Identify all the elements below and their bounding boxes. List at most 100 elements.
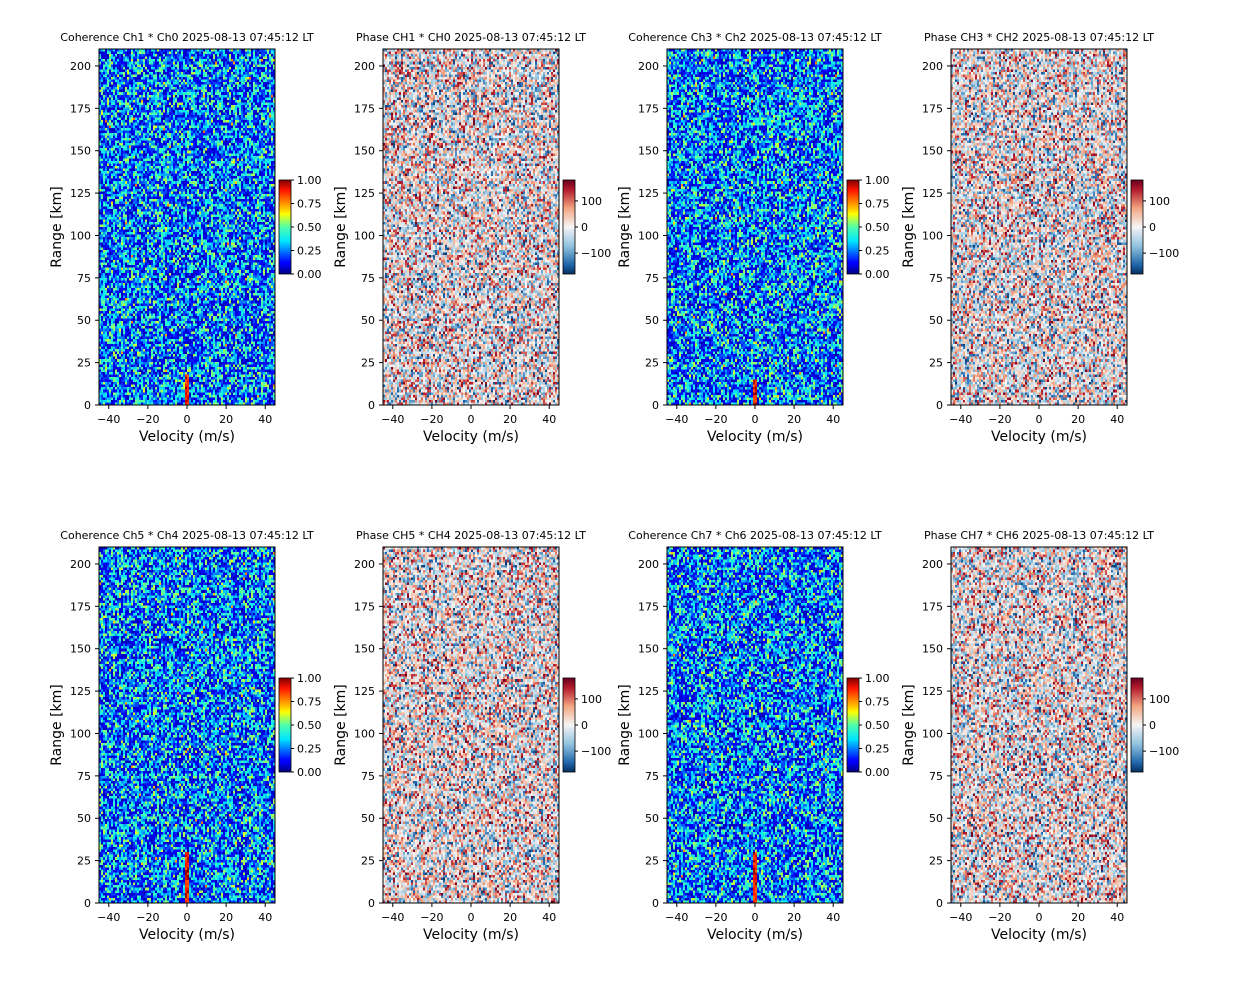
x-tick-label: −40 — [381, 413, 404, 426]
y-tick-label: 100 — [354, 727, 375, 740]
x-tick-label: −40 — [97, 911, 120, 924]
y-axis-label: Range [km] — [333, 684, 349, 766]
x-tick-label: −20 — [136, 413, 159, 426]
panel-title: Phase CH1 * CH0 2025-08-13 07:45:12 LT — [356, 31, 586, 44]
colorbar-tick-label: 1.00 — [297, 174, 322, 187]
y-tick-label: 150 — [638, 643, 659, 656]
x-tick-label: 0 — [1036, 911, 1043, 924]
colorbar-tick-label: 0.00 — [865, 268, 890, 281]
x-axis-label: Velocity (m/s) — [139, 927, 235, 943]
y-tick-label: 175 — [354, 102, 375, 115]
y-axis-label: Range [km] — [333, 186, 349, 268]
y-tick-label: 200 — [70, 60, 91, 73]
colorbar — [562, 179, 576, 275]
x-axis-label: Velocity (m/s) — [991, 927, 1087, 943]
colorbar-tick-label: 0.25 — [297, 245, 322, 258]
colorbar-tick-label: −100 — [581, 247, 611, 260]
panel-title: Phase CH7 * CH6 2025-08-13 07:45:12 LT — [924, 529, 1154, 542]
x-tick-label: 20 — [219, 413, 233, 426]
y-tick-label: 100 — [70, 229, 91, 242]
y-tick-label: 125 — [354, 685, 375, 698]
x-tick-label: 40 — [1110, 911, 1124, 924]
x-tick-label: −40 — [665, 911, 688, 924]
y-tick-label: 75 — [77, 770, 91, 783]
y-tick-label: 150 — [922, 145, 943, 158]
y-tick-label: 150 — [638, 145, 659, 158]
x-tick-label: 0 — [468, 911, 475, 924]
colorbar-tick-label: 0.25 — [865, 743, 890, 756]
x-tick-label: −20 — [704, 413, 727, 426]
colorbar-tick-label: 0.50 — [865, 719, 890, 732]
y-tick-label: 50 — [77, 812, 91, 825]
x-tick-label: 20 — [1071, 413, 1085, 426]
x-tick-label: −40 — [949, 413, 972, 426]
y-tick-label: 125 — [922, 685, 943, 698]
y-tick-label: 175 — [354, 600, 375, 613]
y-tick-label: 50 — [361, 314, 375, 327]
x-tick-label: 0 — [468, 413, 475, 426]
y-tick-label: 75 — [645, 770, 659, 783]
colorbar — [846, 179, 860, 275]
colorbar-tick-label: 0 — [1149, 221, 1156, 234]
y-tick-label: 150 — [70, 643, 91, 656]
x-tick-label: −20 — [136, 911, 159, 924]
x-axis-label: Velocity (m/s) — [423, 927, 519, 943]
x-tick-label: −40 — [949, 911, 972, 924]
x-tick-label: 0 — [184, 413, 191, 426]
y-axis-label: Range [km] — [901, 684, 917, 766]
y-tick-label: 200 — [70, 558, 91, 571]
y-tick-label: 200 — [354, 60, 375, 73]
panel-2: Phase CH1 * CH0 2025-08-13 07:45:12 LT −4… — [333, 31, 611, 445]
colorbar-tick-label: 0.50 — [297, 719, 322, 732]
panel-7: Coherence Ch7 * Ch6 2025-08-13 07:45:12 … — [617, 529, 890, 943]
x-tick-label: 40 — [258, 413, 272, 426]
y-tick-label: 25 — [361, 357, 375, 370]
x-tick-label: 20 — [503, 413, 517, 426]
x-tick-label: 20 — [787, 413, 801, 426]
panel-6: Phase CH5 * CH4 2025-08-13 07:45:12 LT −4… — [333, 529, 611, 943]
y-tick-label: 25 — [929, 357, 943, 370]
x-tick-label: 40 — [826, 911, 840, 924]
colorbar-tick-label: 100 — [1149, 195, 1170, 208]
panel-5: Coherence Ch5 * Ch4 2025-08-13 07:45:12 … — [49, 529, 322, 943]
y-tick-label: 125 — [70, 187, 91, 200]
y-tick-label: 25 — [645, 357, 659, 370]
y-tick-label: 100 — [922, 727, 943, 740]
y-tick-label: 200 — [922, 558, 943, 571]
y-tick-label: 125 — [354, 187, 375, 200]
y-tick-label: 100 — [638, 727, 659, 740]
panel-8: Phase CH7 * CH6 2025-08-13 07:45:12 LT −4… — [901, 529, 1179, 943]
y-tick-label: 0 — [936, 399, 943, 412]
panel-3: Coherence Ch3 * Ch2 2025-08-13 07:45:12 … — [617, 31, 890, 445]
y-tick-label: 75 — [361, 272, 375, 285]
x-tick-label: 20 — [1071, 911, 1085, 924]
y-axis-label: Range [km] — [49, 684, 65, 766]
y-tick-label: 175 — [70, 102, 91, 115]
y-tick-label: 200 — [638, 60, 659, 73]
heatmap-image — [951, 547, 1127, 903]
panel-title: Phase CH3 * CH2 2025-08-13 07:45:12 LT — [924, 31, 1154, 44]
y-tick-label: 125 — [638, 685, 659, 698]
x-tick-label: −40 — [97, 413, 120, 426]
y-tick-label: 0 — [652, 897, 659, 910]
x-tick-label: −20 — [988, 911, 1011, 924]
colorbar-tick-label: 0.75 — [865, 696, 890, 709]
colorbar — [846, 677, 860, 773]
panel-title: Coherence Ch3 * Ch2 2025-08-13 07:45:12 … — [628, 31, 882, 44]
colorbar — [562, 677, 576, 773]
colorbar-tick-label: 0.75 — [297, 696, 322, 709]
x-tick-label: −20 — [988, 413, 1011, 426]
y-tick-label: 200 — [922, 60, 943, 73]
x-tick-label: 20 — [503, 911, 517, 924]
colorbar-tick-label: 100 — [1149, 693, 1170, 706]
colorbar-tick-label: 1.00 — [865, 174, 890, 187]
y-tick-label: 100 — [638, 229, 659, 242]
x-axis-label: Velocity (m/s) — [707, 429, 803, 445]
y-tick-label: 0 — [368, 399, 375, 412]
y-axis-label: Range [km] — [617, 186, 633, 268]
colorbar — [1130, 677, 1144, 773]
colorbar-tick-label: 0 — [1149, 719, 1156, 732]
x-tick-label: 40 — [826, 413, 840, 426]
